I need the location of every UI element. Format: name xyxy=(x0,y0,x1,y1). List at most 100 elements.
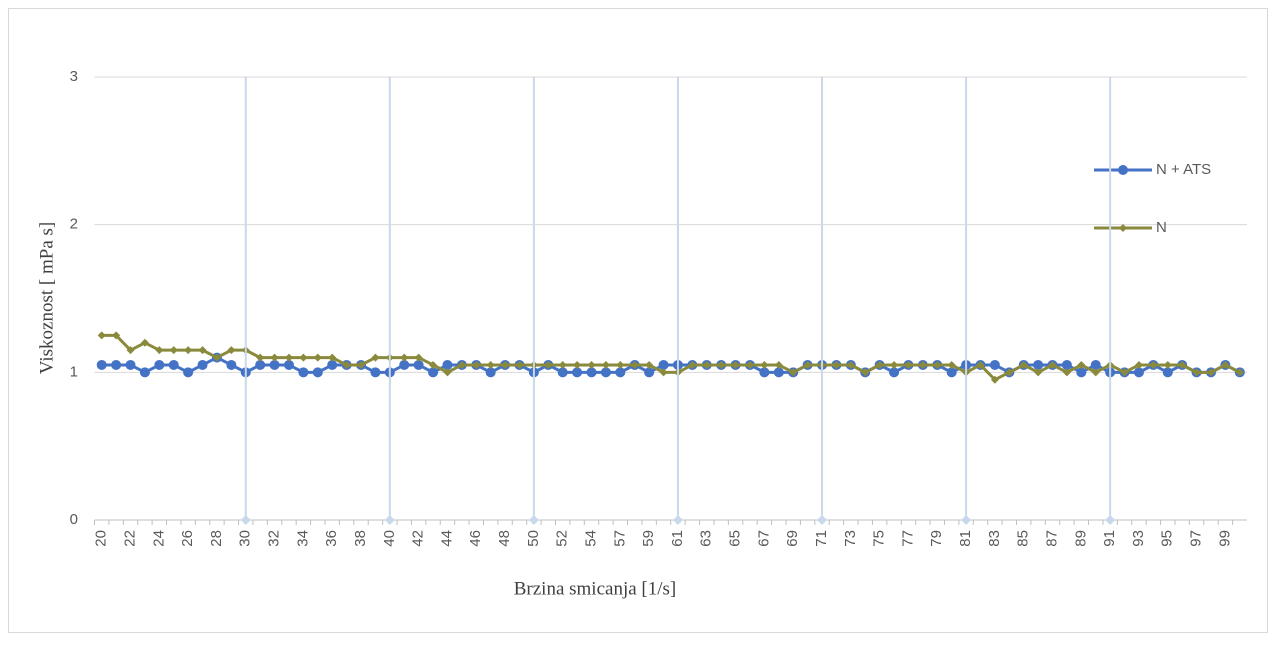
y-tick-label: 0 xyxy=(70,511,78,528)
legend-label: N + ATS xyxy=(1156,161,1211,178)
point xyxy=(168,359,179,370)
point xyxy=(615,367,626,378)
point xyxy=(645,360,654,369)
point xyxy=(875,360,884,369)
point xyxy=(298,367,309,378)
point xyxy=(1178,360,1187,369)
point xyxy=(961,515,972,525)
y-tick-label: 3 xyxy=(70,68,78,85)
point xyxy=(139,367,150,378)
x-tick-label: 46 xyxy=(467,530,484,547)
point xyxy=(256,353,265,362)
point xyxy=(789,368,798,377)
point xyxy=(414,353,423,362)
point xyxy=(745,360,754,369)
point xyxy=(586,367,597,378)
point xyxy=(1090,359,1101,370)
x-tick-label: 34 xyxy=(294,530,311,547)
point xyxy=(976,360,985,369)
point xyxy=(1192,368,1201,377)
x-tick-label: 99 xyxy=(1216,530,1233,547)
point xyxy=(832,360,841,369)
x-tick-label: 65 xyxy=(727,530,744,547)
x-tick-label: 89 xyxy=(1072,530,1089,547)
point xyxy=(515,360,524,369)
point xyxy=(169,346,178,355)
point xyxy=(1133,367,1144,378)
point xyxy=(947,360,956,369)
point xyxy=(544,360,553,369)
point xyxy=(889,367,900,378)
y-tick-label: 1 xyxy=(70,363,78,380)
point xyxy=(240,515,251,525)
point xyxy=(1034,368,1043,377)
point xyxy=(485,367,496,378)
x-tick-label: 93 xyxy=(1130,530,1147,547)
x-tick-label: 87 xyxy=(1043,530,1060,547)
point xyxy=(528,515,539,525)
point xyxy=(284,353,293,362)
point xyxy=(486,360,495,369)
point xyxy=(601,360,610,369)
x-tick-label: 77 xyxy=(899,530,916,547)
point xyxy=(312,367,323,378)
point xyxy=(1162,367,1173,378)
point xyxy=(226,359,237,370)
x-tick-label: 67 xyxy=(755,530,772,547)
point xyxy=(442,359,453,370)
point xyxy=(283,359,294,370)
point xyxy=(457,360,466,369)
point xyxy=(933,360,942,369)
chart-frame xyxy=(8,8,1268,633)
point xyxy=(990,375,999,384)
x-tick-label: 26 xyxy=(179,530,196,547)
point xyxy=(154,359,165,370)
point xyxy=(384,515,395,525)
point xyxy=(155,346,164,355)
x-tick-label: 69 xyxy=(784,530,801,547)
legend-label: N xyxy=(1156,219,1167,236)
x-tick-label: 30 xyxy=(237,530,254,547)
point xyxy=(760,360,769,369)
x-tick-label: 83 xyxy=(986,530,1003,547)
x-tick-label: 95 xyxy=(1159,530,1176,547)
x-tick-label: 75 xyxy=(871,530,888,547)
x-tick-label: 63 xyxy=(698,530,715,547)
point xyxy=(773,367,784,378)
point xyxy=(702,360,711,369)
x-tick-label: 81 xyxy=(957,530,974,547)
point xyxy=(313,353,322,362)
point xyxy=(428,367,439,378)
point xyxy=(198,346,207,355)
x-tick-label: 91 xyxy=(1101,530,1118,547)
point xyxy=(1091,368,1100,377)
point xyxy=(846,360,855,369)
x-tick-label: 50 xyxy=(525,530,542,547)
x-tick-label: 48 xyxy=(496,530,513,547)
point xyxy=(1076,367,1087,378)
point xyxy=(255,359,266,370)
point xyxy=(644,367,655,378)
x-tick-label: 85 xyxy=(1015,530,1032,547)
y-tick-label: 2 xyxy=(70,216,78,233)
point xyxy=(111,359,122,370)
point xyxy=(1077,360,1086,369)
point xyxy=(357,360,366,369)
point xyxy=(400,353,409,362)
point xyxy=(342,360,351,369)
point xyxy=(759,367,770,378)
x-tick-label: 40 xyxy=(381,530,398,547)
point xyxy=(183,367,194,378)
point xyxy=(630,360,639,369)
point xyxy=(1163,360,1172,369)
x-tick-label: 36 xyxy=(323,530,340,547)
point xyxy=(587,360,596,369)
point xyxy=(1134,360,1143,369)
point xyxy=(946,367,957,378)
x-tick-label: 71 xyxy=(813,530,830,547)
point xyxy=(184,346,193,355)
x-tick-label: 42 xyxy=(410,530,427,547)
point xyxy=(227,346,236,355)
x-tick-label: 52 xyxy=(554,530,571,547)
